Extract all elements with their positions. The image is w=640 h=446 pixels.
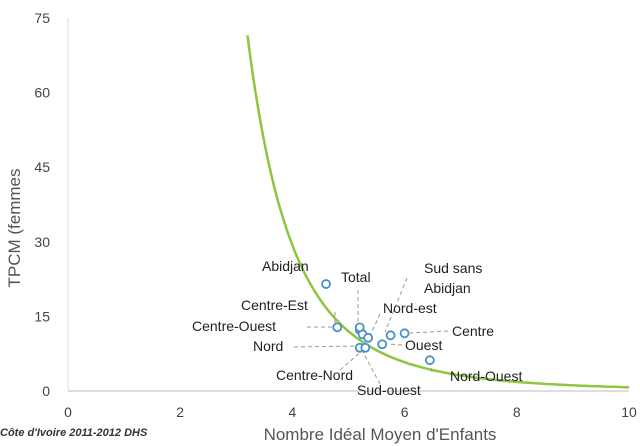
leader-line [409,330,449,334]
point-label: Centre [452,323,494,339]
leader-line [387,343,403,346]
leader-line [362,351,381,385]
x-tick-label: 10 [621,404,637,420]
data-point [363,332,374,343]
point-label: Nord [253,338,283,354]
leader-line [369,313,381,337]
leader-line [384,277,408,333]
data-point [377,339,388,350]
x-tick-label: 8 [513,404,521,420]
leader-line [339,349,364,371]
point-label: Total [341,269,371,285]
data-point [385,330,396,341]
leader-line [293,345,361,348]
point-label: Centre-Nord [276,367,353,383]
leader-lines [293,277,449,385]
point-label: Ouest [405,337,442,353]
axes [67,18,629,392]
data-point [360,342,371,353]
y-tick-label: 30 [34,234,50,250]
points [321,279,435,366]
y-axis-title: TPCM (femmes [5,169,24,288]
data-point [321,279,331,289]
data-point [332,322,343,333]
curve-layer [246,35,630,389]
x-tick-label: 0 [64,404,72,420]
y-tick-label: 60 [34,85,50,101]
point-label: Sud-ouest [357,382,421,398]
data-point [354,322,365,333]
y-tick-label: 0 [42,383,50,399]
data-point [424,355,435,366]
x-tick-label: 4 [289,404,297,420]
fitted-curve [246,35,630,389]
y-tick-label: 15 [34,308,50,324]
point-label: Nord-Ouest [450,368,522,384]
tick-labels: 0 2 4 6 8 10 0 15 30 45 60 75 [34,10,637,420]
x-tick-label: 6 [401,404,409,420]
point-label: Sud sans Abidjan [424,260,482,296]
x-tick-label: 2 [176,404,184,420]
point-label: Centre-Ouest [192,318,276,334]
point-label: Centre-Est [241,297,308,313]
x-axis-title: Nombre Idéal Moyen d'Enfants [264,425,497,444]
y-tick-label: 45 [34,159,50,175]
source-note: Côte d'Ivoire 2011-2012 DHS [0,427,148,439]
point-labels: Abidjan Total Sud sans Abidjan Centre-Est Nor… [192,258,522,398]
y-tick-label: 75 [34,10,50,26]
point-label: Abidjan [262,258,309,274]
point-label: Nord-est [383,300,437,316]
data-point [399,328,410,339]
